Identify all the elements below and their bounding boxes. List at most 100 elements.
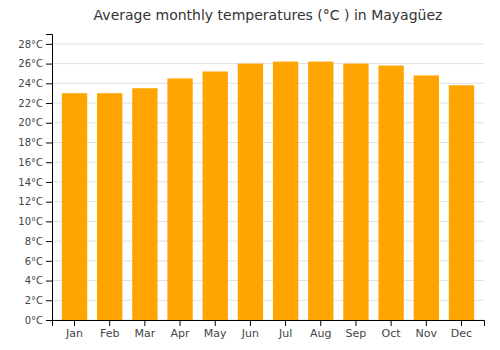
x-tick-label: May [204, 327, 227, 340]
x-tick-mark [391, 320, 392, 326]
y-tick: 24°C [18, 78, 52, 89]
y-tick: 6°C [25, 256, 52, 267]
bars [62, 62, 474, 320]
x-axis-line [53, 321, 485, 327]
chart: Jan Feb Mar Apr May Jun Jul Aug Sep Oct Nov Dec 0°C 2… [0, 0, 500, 350]
x-tick-mark [250, 320, 251, 326]
y-tick-label: 8°C [25, 236, 43, 247]
y-tick: 18°C [18, 137, 52, 148]
x-tick: Oct [382, 320, 402, 340]
bar [167, 78, 192, 320]
bar [449, 85, 474, 320]
x-tick: Sep [346, 320, 367, 340]
x-tick-mark [109, 320, 110, 326]
y-tick-mark [46, 221, 52, 222]
y-tick-label: 28°C [18, 39, 43, 50]
x-tick-mark [320, 320, 321, 326]
y-tick-mark [46, 202, 52, 203]
y-axis: 0°C 2°C 4°C 6°C 8°C 10°C 12°C 14°C 16°C 18°C 20°C 2… [18, 35, 52, 326]
y-tick: 26°C [18, 58, 52, 69]
x-tick-label: Nov [416, 327, 438, 340]
x-tick-mark [355, 320, 356, 326]
y-tick-label: 2°C [25, 295, 43, 306]
x-tick-label: Sep [346, 327, 367, 340]
y-tick-label: 22°C [18, 98, 43, 109]
y-tick-label: 12°C [18, 196, 43, 207]
y-tick-mark [46, 261, 52, 262]
y-tick: 20°C [18, 117, 52, 128]
x-tick-label: Jan [65, 327, 83, 340]
x-tick: Dec [451, 320, 472, 340]
x-tick-label: Feb [100, 327, 119, 340]
y-tick-mark [46, 123, 52, 124]
x-tick-label: Dec [451, 327, 472, 340]
grid-line [52, 63, 484, 64]
y-tick: 12°C [18, 196, 52, 207]
y-tick-mark [46, 103, 52, 104]
y-tick-label: 0°C [25, 315, 43, 326]
y-tick-mark [46, 162, 52, 163]
bar [203, 71, 228, 320]
x-tick: Jul [278, 320, 292, 340]
grid-line [52, 43, 484, 44]
x-tick-label: Jun [241, 327, 259, 340]
x-tick-label: Oct [382, 327, 402, 340]
x-tick-mark [180, 320, 181, 326]
y-tick-mark [46, 300, 52, 301]
x-tick: Mar [134, 320, 155, 340]
y-tick-label: 24°C [18, 78, 43, 89]
y-tick-label: 26°C [18, 58, 43, 69]
y-tick-mark [46, 241, 52, 242]
y-tick-label: 16°C [18, 157, 43, 168]
y-tick-mark [46, 83, 52, 84]
x-tick-mark [215, 320, 216, 326]
x-tick-mark [426, 320, 427, 326]
y-tick: 14°C [18, 177, 52, 188]
bar [97, 93, 122, 320]
x-tick: May [204, 320, 227, 340]
title: Average monthly temperatures (°C ) in Ma… [94, 7, 443, 23]
y-axis-line [46, 35, 53, 321]
grid [52, 44, 484, 320]
y-tick: 16°C [18, 157, 52, 168]
y-tick: 2°C [25, 295, 52, 306]
x-tick-mark [461, 320, 462, 326]
x-tick-mark [285, 320, 286, 326]
x-tick-mark [144, 320, 145, 326]
y-tick-mark [46, 64, 52, 65]
x-tick-mark [74, 320, 75, 326]
y-tick-label: 14°C [18, 177, 43, 188]
y-tick-mark [46, 320, 52, 321]
x-tick-label: Aug [310, 327, 331, 340]
y-tick: 0°C [25, 315, 52, 326]
plot: Jan Feb Mar Apr May Jun Jul Aug Sep Oct Nov Dec 0°C 2… [18, 35, 484, 340]
x-tick-label: Jul [278, 327, 292, 340]
bar [132, 88, 157, 320]
bar [238, 64, 263, 320]
y-tick: 8°C [25, 236, 52, 247]
y-tick-label: 20°C [18, 117, 43, 128]
bar [414, 75, 439, 320]
x-tick: Feb [100, 320, 119, 340]
y-tick-mark [46, 281, 52, 282]
bar [308, 62, 333, 320]
bar [62, 93, 87, 320]
y-tick-mark [46, 44, 52, 45]
y-tick: 22°C [18, 98, 52, 109]
x-tick: Apr [171, 320, 191, 340]
x-tick: Jun [241, 320, 259, 340]
y-tick-label: 18°C [18, 137, 43, 148]
x-tick-label: Apr [171, 327, 191, 340]
bar [378, 66, 403, 320]
x-tick: Jan [65, 320, 83, 340]
y-tick: 10°C [18, 216, 52, 227]
y-tick-label: 6°C [25, 256, 43, 267]
y-tick: 4°C [25, 275, 52, 286]
y-tick-label: 10°C [18, 216, 43, 227]
x-axis: Jan Feb Mar Apr May Jun Jul Aug Sep Oct Nov Dec [53, 320, 485, 340]
y-tick-mark [46, 182, 52, 183]
bar [273, 62, 298, 320]
y-tick-label: 4°C [25, 275, 43, 286]
x-tick-label: Mar [134, 327, 155, 340]
x-tick: Aug [310, 320, 331, 340]
